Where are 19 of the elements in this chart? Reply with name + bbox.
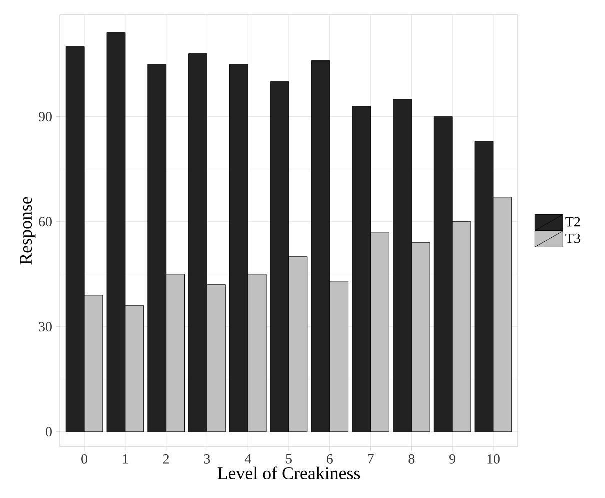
- x-tick-label: 9: [450, 454, 456, 464]
- y-tick-label: 90: [38, 112, 52, 122]
- x-axis-title: Level of Creakiness: [218, 466, 360, 480]
- x-tick-label: 3: [204, 454, 210, 464]
- y-axis-title: Response: [20, 197, 36, 265]
- x-tick-label: 0: [82, 454, 88, 464]
- legend-label: T3: [566, 234, 580, 244]
- x-tick-label: 2: [163, 454, 170, 464]
- x-tick-label: 4: [244, 454, 252, 464]
- x-tick-label: 5: [286, 454, 292, 464]
- x-tick-label: 10: [488, 454, 500, 464]
- x-tick-label: 7: [368, 454, 374, 464]
- x-tick-label: 6: [327, 454, 333, 464]
- x-tick-label: 1: [123, 454, 128, 464]
- y-tick-label: 60: [39, 217, 52, 227]
- y-tick-label: 0: [46, 427, 52, 437]
- x-tick-label: 8: [408, 454, 415, 464]
- legend-label: T2: [566, 217, 580, 227]
- y-tick-label: 30: [39, 322, 52, 332]
